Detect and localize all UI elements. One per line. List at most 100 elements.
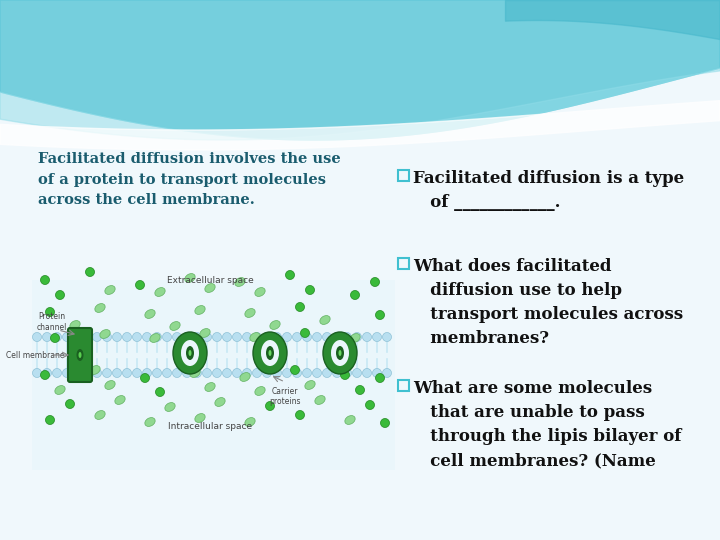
Circle shape	[380, 418, 390, 428]
Circle shape	[372, 368, 382, 377]
Circle shape	[45, 415, 55, 424]
Text: Extracellular space: Extracellular space	[166, 276, 253, 285]
Circle shape	[353, 368, 361, 377]
Ellipse shape	[331, 340, 349, 366]
Circle shape	[341, 370, 349, 380]
Circle shape	[202, 368, 212, 377]
Circle shape	[286, 271, 294, 280]
Circle shape	[292, 333, 302, 341]
Text: Intracellular space: Intracellular space	[168, 422, 252, 431]
Circle shape	[53, 333, 61, 341]
Circle shape	[272, 333, 282, 341]
Circle shape	[83, 333, 91, 341]
Circle shape	[290, 366, 300, 375]
Circle shape	[333, 368, 341, 377]
Circle shape	[135, 280, 145, 289]
Circle shape	[282, 333, 292, 341]
Circle shape	[282, 368, 292, 377]
Circle shape	[312, 333, 322, 341]
Ellipse shape	[200, 328, 210, 338]
Ellipse shape	[145, 309, 156, 319]
FancyBboxPatch shape	[68, 328, 92, 382]
Circle shape	[163, 333, 171, 341]
Circle shape	[372, 333, 382, 341]
Ellipse shape	[261, 340, 279, 366]
Circle shape	[182, 333, 192, 341]
Circle shape	[143, 333, 151, 341]
Ellipse shape	[70, 321, 80, 329]
Circle shape	[63, 333, 71, 341]
Circle shape	[66, 400, 74, 408]
Ellipse shape	[145, 417, 156, 427]
Text: What does facilitated
   diffusion use to help
   transport molecules across
   : What does facilitated diffusion use to h…	[413, 258, 683, 347]
Circle shape	[42, 333, 52, 341]
Ellipse shape	[270, 321, 280, 329]
Ellipse shape	[78, 352, 81, 358]
Text: What are some molecules
   that are unable to pass
   through the lipis bilayer : What are some molecules that are unable …	[413, 380, 681, 469]
Circle shape	[222, 368, 232, 377]
Circle shape	[202, 333, 212, 341]
Circle shape	[53, 368, 61, 377]
Ellipse shape	[338, 350, 341, 356]
Circle shape	[192, 333, 202, 341]
Circle shape	[371, 278, 379, 287]
Ellipse shape	[253, 332, 287, 374]
Ellipse shape	[320, 315, 330, 325]
Circle shape	[40, 275, 50, 285]
Ellipse shape	[255, 387, 265, 395]
Ellipse shape	[95, 303, 105, 313]
Circle shape	[366, 401, 374, 409]
Ellipse shape	[150, 334, 160, 342]
Circle shape	[212, 368, 222, 377]
Ellipse shape	[190, 369, 200, 377]
Circle shape	[356, 386, 364, 395]
Circle shape	[353, 333, 361, 341]
Circle shape	[42, 368, 52, 377]
Circle shape	[351, 291, 359, 300]
Ellipse shape	[55, 386, 66, 394]
Ellipse shape	[255, 288, 265, 296]
Circle shape	[343, 333, 351, 341]
Circle shape	[253, 333, 261, 341]
Circle shape	[243, 333, 251, 341]
Circle shape	[362, 333, 372, 341]
Ellipse shape	[105, 286, 115, 294]
Circle shape	[132, 333, 142, 341]
Circle shape	[86, 267, 94, 276]
Circle shape	[182, 368, 192, 377]
Circle shape	[266, 402, 274, 410]
Circle shape	[153, 368, 161, 377]
Circle shape	[263, 333, 271, 341]
Circle shape	[263, 368, 271, 377]
Ellipse shape	[181, 340, 199, 366]
Ellipse shape	[195, 306, 205, 314]
Circle shape	[122, 368, 132, 377]
Ellipse shape	[189, 350, 192, 356]
Ellipse shape	[240, 373, 250, 381]
Ellipse shape	[250, 333, 260, 341]
Circle shape	[253, 368, 261, 377]
Circle shape	[295, 410, 305, 420]
Ellipse shape	[204, 382, 215, 392]
Circle shape	[122, 333, 132, 341]
FancyBboxPatch shape	[32, 280, 395, 470]
Circle shape	[295, 302, 305, 312]
Ellipse shape	[345, 416, 355, 424]
Text: Protein
channel: Protein channel	[37, 312, 67, 332]
Ellipse shape	[350, 334, 360, 342]
Ellipse shape	[173, 332, 207, 374]
Circle shape	[272, 368, 282, 377]
Circle shape	[233, 333, 241, 341]
Circle shape	[292, 368, 302, 377]
Circle shape	[32, 333, 42, 341]
Ellipse shape	[245, 417, 255, 427]
Circle shape	[63, 368, 71, 377]
Circle shape	[212, 333, 222, 341]
Circle shape	[153, 333, 161, 341]
Circle shape	[305, 286, 315, 294]
Circle shape	[92, 368, 102, 377]
Ellipse shape	[76, 349, 84, 361]
Text: Carrier
proteins: Carrier proteins	[269, 387, 301, 407]
Circle shape	[143, 368, 151, 377]
Circle shape	[102, 333, 112, 341]
